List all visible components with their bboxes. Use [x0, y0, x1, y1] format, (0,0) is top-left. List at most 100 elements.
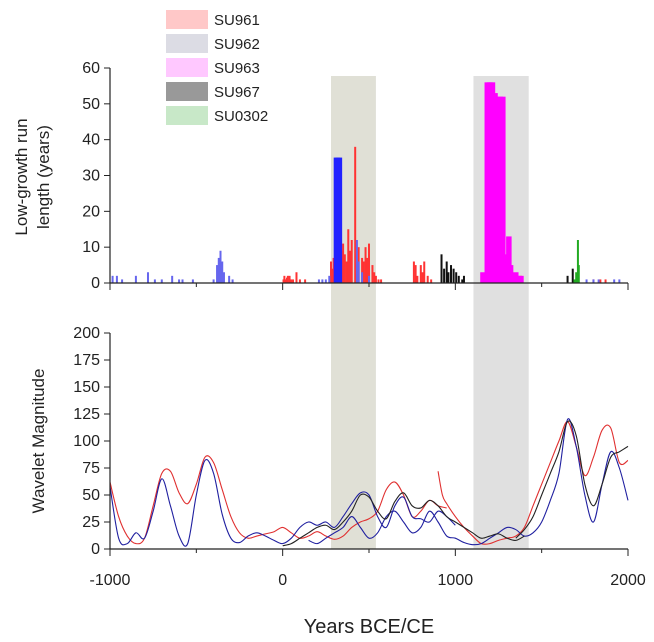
bar-su963 — [514, 275, 521, 283]
wavelet-line-5 — [282, 492, 525, 547]
bar-su961 — [416, 275, 419, 283]
legend-label-su0302: SU0302 — [214, 108, 268, 125]
y-tick-label: 150 — [73, 379, 100, 396]
wavelet-panel: 0 25 50 75 100 125 150 175 200 -1000 0 1000 2000 Wav… — [29, 325, 646, 638]
bar-su967 — [450, 265, 453, 283]
legend: SU961 SU962 SU963 SU967 SU0302 — [166, 10, 268, 125]
bar-su962 — [153, 279, 156, 283]
y-tick-label: 75 — [82, 460, 100, 477]
bar-su962 — [221, 261, 224, 283]
bar-su967 — [445, 261, 448, 283]
bar-su961 — [366, 257, 369, 283]
bar-su961 — [373, 272, 376, 283]
bar-su962 — [181, 279, 184, 283]
bar-su962 — [212, 279, 215, 283]
bar-su962 — [171, 275, 174, 283]
bar-su961 — [304, 279, 307, 283]
bar-su967 — [452, 268, 455, 283]
bar-su961 — [332, 257, 335, 283]
bar-su961 — [430, 279, 433, 283]
bar-su962 — [146, 272, 149, 283]
bar-su0302 — [575, 272, 578, 283]
bar-su967 — [447, 272, 450, 283]
shaded-period-1 — [331, 76, 376, 549]
bottom-ylabel: Wavelet Magnitude — [29, 369, 48, 514]
y-tick-label: 200 — [73, 325, 100, 342]
y-tick-label: 20 — [82, 203, 100, 220]
bar-su961 — [412, 261, 415, 283]
bar-su962 — [219, 250, 222, 283]
top-ylabel-line2: length (years) — [34, 125, 53, 229]
run-length-panel: 0 10 20 30 40 50 60 Low-growth run length (yea… — [12, 10, 629, 292]
bar-su961 — [342, 243, 345, 283]
bar-su962 — [134, 275, 137, 283]
bar-su963 — [500, 96, 506, 284]
wavelet-line-4 — [308, 418, 629, 546]
bar-su962 — [368, 275, 370, 283]
bar-su961 — [345, 261, 348, 283]
bar-su961 — [354, 146, 357, 283]
bar-su961 — [368, 243, 370, 283]
bar-su962 — [585, 279, 588, 283]
bar-su962 — [228, 275, 231, 283]
bar-su962 — [618, 279, 621, 283]
bar-su961 — [414, 265, 417, 283]
bar-su0302 — [577, 265, 580, 283]
legend-swatch-su961 — [166, 10, 208, 29]
bar-su0302 — [576, 240, 579, 283]
bar-su967 — [443, 268, 446, 283]
legend-label-su962: SU962 — [214, 36, 260, 53]
x-tick-label: -1000 — [90, 572, 131, 589]
wavelet-line-6 — [515, 420, 629, 539]
bar-su967 — [457, 275, 460, 283]
y-tick-label: 0 — [91, 275, 100, 292]
bar-su962 — [121, 279, 124, 283]
bar-su962 — [357, 261, 360, 283]
y-tick-label: 25 — [82, 514, 100, 531]
bar-su962 — [317, 279, 320, 283]
bar-su961 — [330, 261, 333, 283]
bar-su962 — [111, 275, 114, 283]
bar-su962 — [613, 279, 616, 283]
wavelet-line-1 — [109, 455, 447, 545]
bar-su961 — [421, 272, 424, 283]
bar-su967 — [440, 254, 443, 283]
x-tick-label: 0 — [278, 572, 287, 589]
bar-su962 — [222, 272, 225, 283]
bar-su961 — [343, 254, 346, 283]
bar-su961 — [292, 279, 295, 283]
bar-su962 — [597, 279, 600, 283]
x-tick-label: 1000 — [438, 572, 474, 589]
y-tick-label: 100 — [73, 433, 100, 450]
y-tick-label: 40 — [82, 132, 100, 149]
bar-su967 — [462, 275, 465, 283]
bar-su961 — [347, 229, 350, 283]
bar-su963 — [507, 265, 514, 283]
wavelet-lines — [109, 418, 629, 547]
bar-su961 — [419, 265, 422, 283]
bar-su961 — [371, 265, 374, 283]
y-tick-label: 30 — [82, 168, 100, 185]
y-tick-label: 125 — [73, 406, 100, 423]
bar-su963 — [506, 236, 512, 283]
bar-su962 — [115, 275, 118, 283]
bar-su962 — [160, 279, 163, 283]
bar-su961 — [377, 279, 380, 283]
bar-su961 — [286, 275, 289, 283]
bar-su961 — [298, 279, 301, 283]
wavelet-line-3 — [109, 459, 456, 547]
run-length-axes: 0 10 20 30 40 50 60 — [82, 60, 629, 292]
bar-su961 — [288, 275, 291, 283]
bar-su962 — [355, 240, 358, 283]
legend-swatch-su967 — [166, 82, 208, 101]
bar-su961 — [361, 257, 364, 283]
bar-su961 — [362, 261, 365, 283]
bar-su962 — [231, 279, 234, 283]
bar-su962 — [324, 279, 327, 283]
legend-label-su963: SU963 — [214, 60, 260, 77]
y-tick-label: 175 — [73, 352, 100, 369]
legend-swatch-su0302 — [166, 106, 208, 125]
top-ylabel-line1: Low-growth run — [12, 118, 31, 235]
bar-su962 — [217, 257, 220, 283]
